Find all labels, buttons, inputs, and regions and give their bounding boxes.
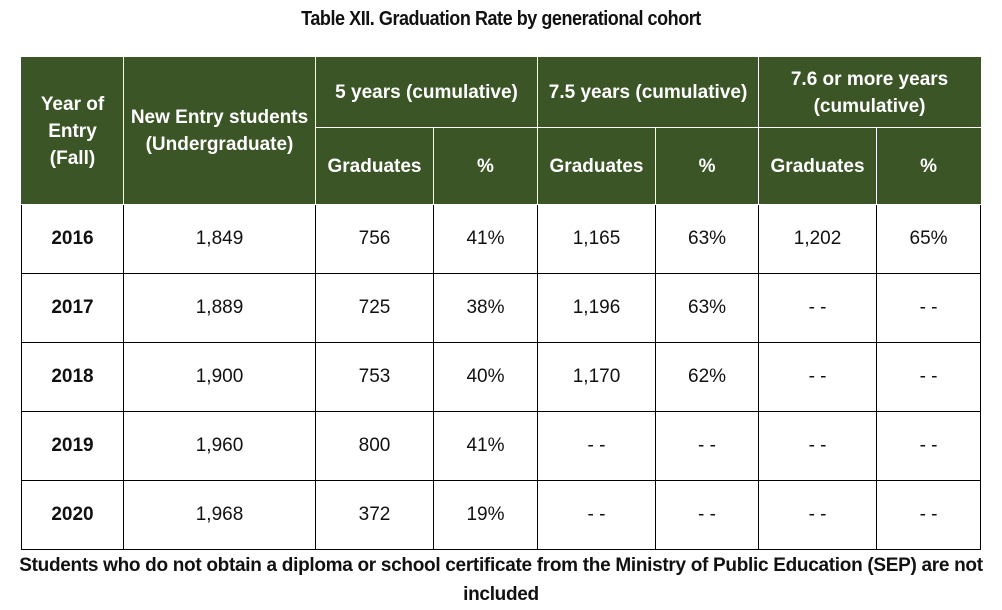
cell-year: 2020 bbox=[21, 480, 124, 550]
cell-7-6y-percent: - - bbox=[876, 342, 982, 412]
cell-7-5y-percent: 63% bbox=[655, 204, 760, 274]
cell-5y-graduates: 753 bbox=[315, 342, 434, 412]
cell-7-6y-graduates: - - bbox=[758, 480, 878, 550]
cell-year: 2016 bbox=[21, 204, 124, 274]
cell-7-6y-graduates: - - bbox=[758, 342, 878, 412]
table-row: 2019 1,960 800 41% - - - - - - - - bbox=[21, 411, 982, 481]
table-row: 2016 1,849 756 41% 1,165 63% 1,202 65% bbox=[21, 204, 982, 274]
cell-5y-percent: 38% bbox=[432, 273, 539, 343]
header-7-6y-graduates: Graduates bbox=[758, 127, 878, 205]
header-year-of-entry: Year of Entry (Fall) bbox=[21, 57, 124, 205]
cell-5y-graduates: 372 bbox=[315, 480, 434, 550]
cell-7-5y-percent: - - bbox=[655, 480, 760, 550]
cell-5y-graduates: 800 bbox=[315, 411, 434, 481]
cell-7-6y-percent: - - bbox=[876, 411, 982, 481]
cell-new-entry: 1,889 bbox=[123, 273, 316, 343]
cell-new-entry: 1,900 bbox=[123, 342, 316, 412]
header-new-entry-students: New Entry students (Undergraduate) bbox=[123, 57, 316, 205]
cell-5y-percent: 40% bbox=[432, 342, 539, 412]
cell-year: 2017 bbox=[21, 273, 124, 343]
cell-7-5y-percent: 63% bbox=[655, 273, 760, 343]
header-5y-percent: % bbox=[432, 127, 539, 205]
header-7-5y-graduates: Graduates bbox=[537, 127, 657, 205]
header-7-5y-percent: % bbox=[655, 127, 760, 205]
cell-7-5y-percent: 62% bbox=[655, 342, 760, 412]
cell-new-entry: 1,849 bbox=[123, 204, 316, 274]
cell-7-6y-graduates: - - bbox=[758, 411, 878, 481]
header-7-6y-percent: % bbox=[876, 127, 982, 205]
cell-5y-graduates: 725 bbox=[315, 273, 434, 343]
header-5y-graduates: Graduates bbox=[315, 127, 434, 205]
header-group-7-6-plus-years: 7.6 or more years (cumulative) bbox=[758, 57, 982, 128]
cell-7-5y-graduates: 1,165 bbox=[537, 204, 657, 274]
cell-7-6y-graduates: 1,202 bbox=[758, 204, 878, 274]
header-group-7-5-years: 7.5 years (cumulative) bbox=[537, 57, 760, 128]
cell-new-entry: 1,960 bbox=[123, 411, 316, 481]
header-group-5-years: 5 years (cumulative) bbox=[314, 57, 539, 128]
cell-5y-percent: 41% bbox=[432, 204, 539, 274]
cell-5y-percent: 41% bbox=[432, 411, 539, 481]
table-footnote: Students who do not obtain a diploma or … bbox=[19, 555, 983, 605]
cell-new-entry: 1,968 bbox=[123, 480, 316, 550]
cell-7-6y-percent: - - bbox=[876, 273, 982, 343]
table-row: 2018 1,900 753 40% 1,170 62% - - - - bbox=[21, 342, 982, 412]
table-row: 2017 1,889 725 38% 1,196 63% - - - - bbox=[21, 273, 982, 343]
cell-5y-percent: 19% bbox=[432, 480, 539, 550]
cell-5y-graduates: 756 bbox=[315, 204, 434, 274]
cell-7-5y-graduates: 1,170 bbox=[537, 342, 657, 412]
table-title: Table XII. Graduation Rate by generation… bbox=[301, 8, 701, 30]
cell-7-6y-percent: 65% bbox=[876, 204, 982, 274]
cell-7-5y-graduates: - - bbox=[537, 480, 657, 550]
cell-year: 2018 bbox=[21, 342, 124, 412]
cell-7-5y-graduates: - - bbox=[537, 411, 657, 481]
cell-7-5y-percent: - - bbox=[655, 411, 760, 481]
graduation-rate-table: Year of Entry (Fall) New Entry students … bbox=[21, 57, 982, 550]
cell-7-6y-percent: - - bbox=[876, 480, 982, 550]
table-row: 2020 1,968 372 19% - - - - - - - - bbox=[21, 480, 982, 550]
cell-year: 2019 bbox=[21, 411, 124, 481]
cell-7-5y-graduates: 1,196 bbox=[537, 273, 657, 343]
cell-7-6y-graduates: - - bbox=[758, 273, 878, 343]
